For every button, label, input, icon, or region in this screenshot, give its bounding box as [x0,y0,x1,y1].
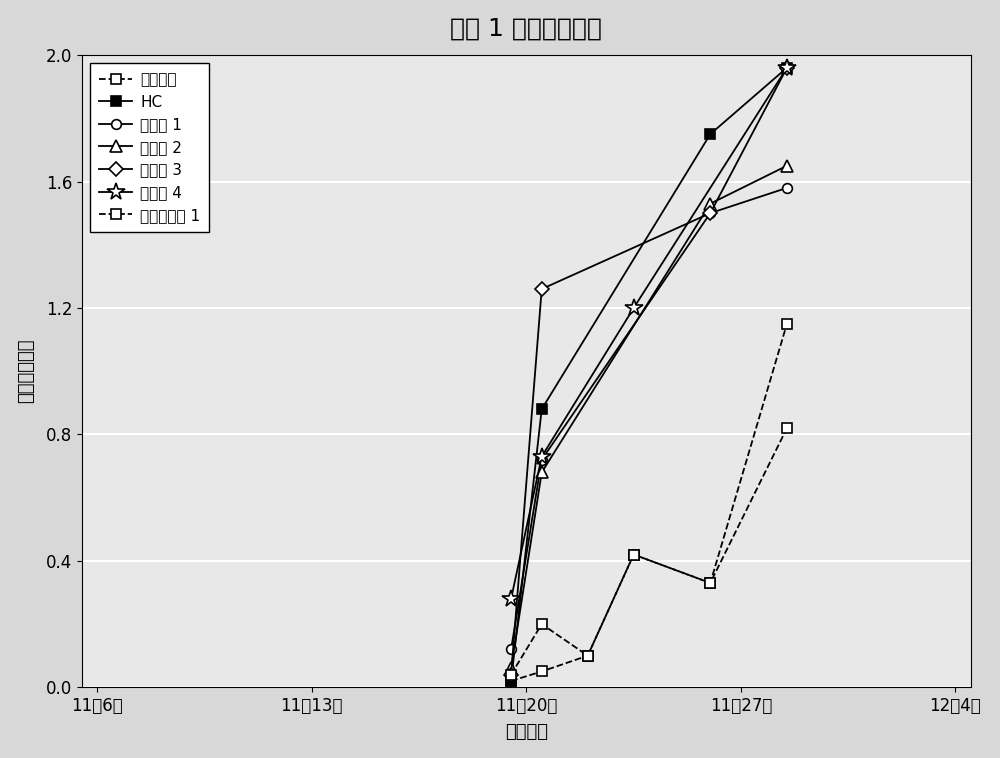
比较实施例 1 [628,550,640,559]
Line: 比较实施例 1: 比较实施例 1 [506,319,792,679]
HC [505,676,517,685]
实施例 1 [704,208,716,218]
实施例 3 [781,63,793,72]
未经处理 [628,550,640,559]
比较实施例 1 [536,619,548,628]
实施例 4 [781,63,793,72]
比较实施例 1 [505,670,517,679]
HC [536,405,548,414]
Line: 未经处理: 未经处理 [506,423,792,686]
比较实施例 1 [781,319,793,328]
Line: 实施例 3: 实施例 3 [506,63,792,679]
未经处理 [582,651,594,660]
Title: 试验 1 中开花的进展: 试验 1 中开花的进展 [450,17,602,41]
实施例 4 [536,452,548,461]
实施例 2 [781,161,793,171]
实施例 1 [536,455,548,464]
实施例 3 [536,284,548,293]
实施例 3 [704,208,716,218]
Line: 实施例 4: 实施例 4 [502,58,796,608]
Y-axis label: 每冬芽开的花: 每冬芽开的花 [17,339,35,403]
未经处理 [704,578,716,587]
Legend: 未经处理, HC, 实施例 1, 实施例 2, 实施例 3, 实施例 4, 比较实施例 1: 未经处理, HC, 实施例 1, 实施例 2, 实施例 3, 实施例 4, 比较… [90,63,209,232]
HC [781,63,793,72]
Line: HC: HC [506,63,792,686]
实施例 4 [505,594,517,603]
实施例 2 [536,468,548,477]
实施例 3 [505,670,517,679]
Line: 实施例 2: 实施例 2 [506,160,792,674]
X-axis label: 评估日期: 评估日期 [505,723,548,741]
未经处理 [505,676,517,685]
比较实施例 1 [582,651,594,660]
比较实施例 1 [704,578,716,587]
实施例 1 [505,645,517,654]
未经处理 [781,424,793,433]
实施例 2 [704,199,716,208]
Line: 实施例 1: 实施例 1 [506,183,792,654]
HC [704,130,716,139]
实施例 2 [505,664,517,673]
实施例 1 [781,183,793,193]
未经处理 [536,667,548,676]
实施例 4 [628,303,640,312]
